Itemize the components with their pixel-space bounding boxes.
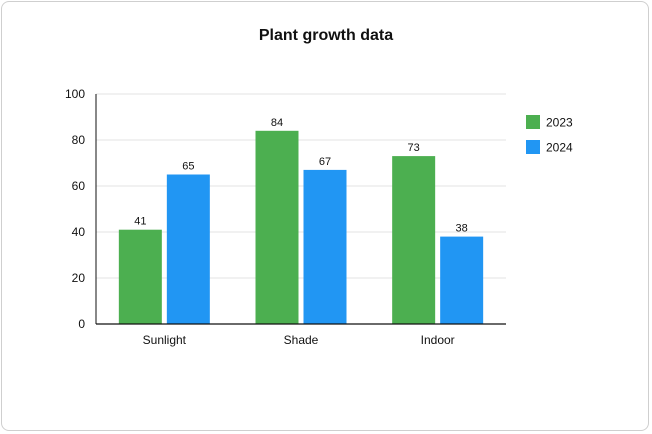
data-label: 41 — [134, 216, 146, 228]
legend-swatch-2024 — [526, 140, 540, 154]
x-tick-label: Indoor — [421, 333, 455, 347]
legend-label-2023: 2023 — [546, 116, 573, 130]
legend-label-2024: 2024 — [546, 141, 573, 155]
bar-sunlight-2024 — [166, 174, 210, 324]
data-label: 73 — [408, 142, 420, 154]
x-tick-label: Sunlight — [143, 333, 187, 347]
data-label: 65 — [182, 161, 194, 173]
y-tick-label: 20 — [72, 271, 86, 285]
legend: 2023 2024 — [526, 115, 573, 155]
bar-shade-2024 — [303, 169, 347, 324]
y-tick-label: 60 — [72, 179, 86, 193]
x-tick-label: Shade — [284, 333, 319, 347]
bar-indoor-2023 — [392, 156, 436, 324]
y-tick-label: 40 — [72, 225, 86, 239]
chart-title: Plant growth data — [259, 27, 393, 44]
bar-shade-2023 — [255, 130, 299, 324]
bar-sunlight-2023 — [118, 229, 162, 324]
legend-swatch-2023 — [526, 115, 540, 129]
y-tick-label: 100 — [65, 87, 85, 101]
data-label: 38 — [456, 223, 468, 235]
gridlines — [96, 93, 506, 279]
y-tick-label: 80 — [72, 133, 86, 147]
data-label: 67 — [319, 156, 331, 168]
bars: 41 65 84 67 73 38 — [118, 117, 484, 324]
bar-indoor-2024 — [440, 236, 484, 324]
axes: 0 20 40 60 80 100 Sunlight Shade Indoor — [65, 87, 506, 347]
data-label: 84 — [271, 117, 283, 129]
y-tick-label: 0 — [78, 317, 85, 331]
